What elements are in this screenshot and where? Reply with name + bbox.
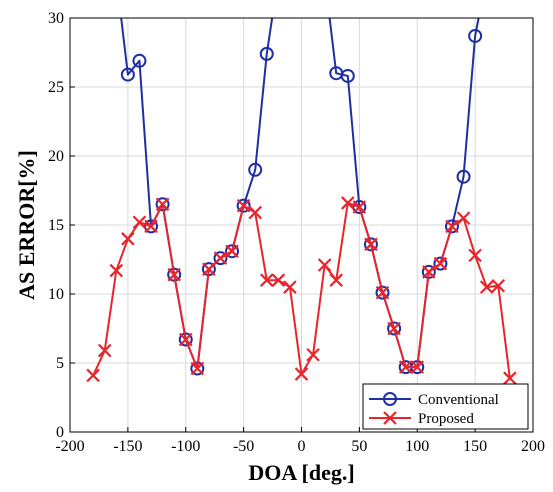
x-tick-label: 200 [521, 438, 545, 455]
y-tick-label: 25 [48, 79, 64, 96]
data-point [503, 371, 517, 385]
data-point [387, 321, 401, 336]
y-axis-title: AS ERROR[%] [14, 150, 39, 300]
data-point [213, 251, 228, 266]
data-point [375, 285, 390, 300]
data-point [132, 215, 147, 230]
data-point [398, 360, 413, 374]
legend-proposed-label: Proposed [418, 411, 474, 427]
data-point [202, 262, 216, 276]
data-point [456, 169, 471, 184]
y-tick-label: 0 [56, 424, 64, 441]
data-point [294, 367, 309, 381]
data-point [375, 285, 390, 300]
x-tick-label: -150 [113, 438, 142, 455]
data-point [259, 273, 274, 287]
legend: Conventional Proposed [362, 383, 529, 430]
data-point [236, 198, 251, 213]
x-tick-label: 100 [405, 438, 429, 455]
x-tick-label: 50 [351, 438, 367, 455]
data-point [445, 219, 459, 234]
x-axis-title: DOA [deg.] [248, 460, 354, 485]
data-point [340, 68, 355, 83]
x-tick-label: -50 [233, 438, 254, 455]
legend-marker [383, 392, 397, 406]
data-point [248, 205, 262, 220]
y-tick-label: 10 [48, 286, 64, 303]
legend-proposed-marker [383, 411, 397, 425]
tick-labels: -200 -150 -100 -50 0 50 100 150 200 0 5 10 15 20 25 30 [48, 10, 545, 455]
y-tick-label: 30 [48, 10, 64, 27]
data-point [387, 321, 402, 336]
data-point [236, 198, 251, 213]
data-point [433, 256, 448, 271]
data-point [109, 263, 124, 278]
data-point [422, 265, 436, 279]
y-tick-label: 5 [56, 355, 64, 372]
data-point [479, 280, 494, 294]
legend-conventional-label: Conventional [418, 392, 499, 408]
legend-conventional-marker [383, 392, 397, 406]
data-point [213, 251, 228, 265]
data-point [444, 219, 459, 234]
x-tick-label: -200 [55, 438, 84, 455]
data-point [364, 237, 378, 252]
data-point [468, 248, 482, 263]
legend-marker [383, 411, 397, 425]
legend-box [362, 383, 529, 430]
data-point [178, 332, 193, 347]
data-point [317, 258, 332, 272]
y-tick-label: 20 [48, 148, 64, 165]
data-point [433, 256, 448, 271]
data-point [120, 67, 135, 82]
y-tick-label: 15 [48, 217, 64, 234]
data-point [155, 197, 170, 212]
data-point [363, 237, 378, 252]
data-point [178, 332, 193, 347]
data-point [86, 368, 100, 383]
data-point [190, 361, 205, 376]
data-point [271, 273, 286, 287]
data-point [248, 162, 263, 177]
data-point [410, 360, 425, 374]
data-point [225, 244, 240, 259]
data-point [352, 200, 367, 214]
series-group [86, 18, 517, 385]
data-point [283, 280, 297, 294]
data-point [468, 28, 483, 43]
data-point [132, 53, 147, 68]
x-tick-label: 0 [298, 438, 306, 455]
data-point [225, 244, 239, 258]
data-point [491, 278, 506, 293]
series-proposed [86, 196, 517, 385]
x-tick-label: 150 [463, 438, 487, 455]
x-tick-label: -100 [171, 438, 200, 455]
data-point [329, 273, 344, 287]
data-point [97, 343, 112, 358]
data-point [341, 196, 355, 210]
data-point [167, 267, 181, 282]
data-point [121, 232, 135, 246]
data-point [306, 347, 320, 362]
data-point [144, 219, 158, 234]
data-point [456, 211, 471, 225]
data-point [259, 46, 274, 61]
